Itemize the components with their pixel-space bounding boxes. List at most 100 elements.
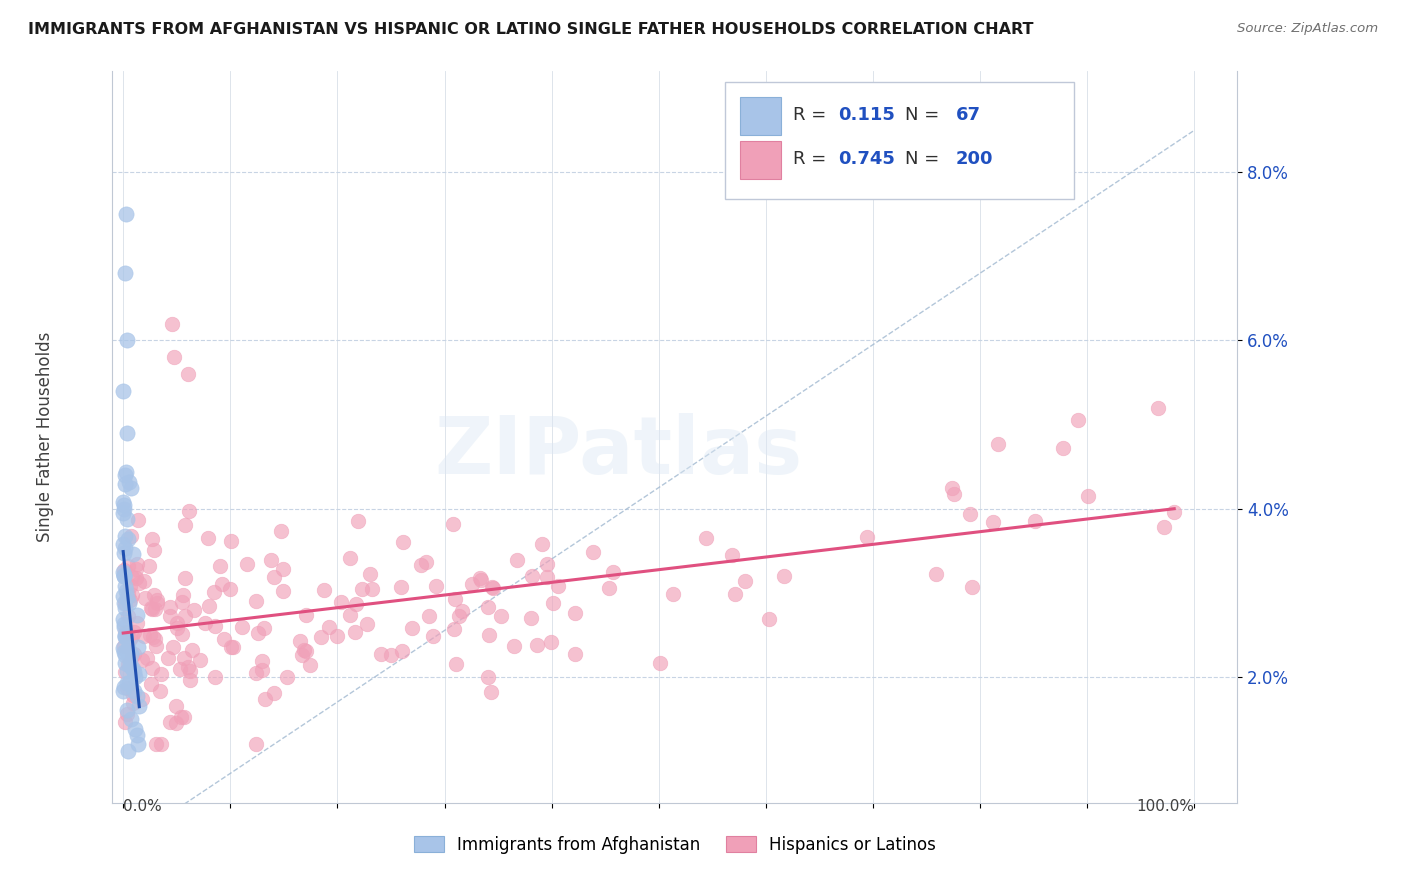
Point <box>112 506 135 520</box>
Point <box>468 571 491 585</box>
Point <box>114 639 136 653</box>
Point <box>219 582 242 597</box>
Point <box>112 612 135 626</box>
Point <box>425 579 447 593</box>
Point <box>253 691 276 706</box>
Point <box>127 512 149 526</box>
Point <box>114 476 136 491</box>
Point <box>120 656 142 670</box>
Point <box>112 568 135 582</box>
Point <box>1024 514 1046 528</box>
FancyBboxPatch shape <box>740 141 780 179</box>
Point <box>418 608 440 623</box>
Point <box>121 570 143 584</box>
Point <box>177 367 200 381</box>
Point <box>143 632 166 646</box>
Point <box>115 706 138 721</box>
Point <box>650 657 672 671</box>
Point <box>112 569 135 583</box>
Point <box>222 640 245 654</box>
Point <box>1147 401 1170 416</box>
Point <box>520 611 543 625</box>
Point <box>294 643 316 657</box>
Text: 67: 67 <box>956 106 981 124</box>
Point <box>131 691 153 706</box>
Point <box>117 703 139 717</box>
Point <box>536 570 558 584</box>
Point <box>149 684 172 698</box>
Point <box>132 629 155 643</box>
FancyBboxPatch shape <box>740 97 780 135</box>
Point <box>695 532 717 546</box>
Point <box>121 662 143 676</box>
Point <box>370 647 392 661</box>
Point <box>522 569 544 583</box>
Point <box>943 487 966 501</box>
Point <box>198 599 221 614</box>
Point <box>981 516 1004 530</box>
Point <box>582 545 605 559</box>
Point <box>136 651 159 665</box>
Point <box>118 676 141 690</box>
Point <box>146 593 169 607</box>
Point <box>115 583 138 598</box>
Legend: Immigrants from Afghanistan, Hispanics or Latinos: Immigrants from Afghanistan, Hispanics o… <box>408 829 942 860</box>
Point <box>127 737 149 751</box>
Text: IMMIGRANTS FROM AFGHANISTAN VS HISPANIC OR LATINO SINGLE FATHER HOUSEHOLDS CORRE: IMMIGRANTS FROM AFGHANISTAN VS HISPANIC … <box>28 22 1033 37</box>
Point <box>112 501 135 516</box>
Point <box>179 673 201 688</box>
Point <box>309 631 332 645</box>
Point <box>276 670 298 684</box>
Point <box>202 584 225 599</box>
Point <box>489 609 512 624</box>
Text: ZIPatlas: ZIPatlas <box>434 413 803 491</box>
Point <box>114 541 136 555</box>
Point <box>197 531 219 545</box>
Point <box>124 625 146 640</box>
Point <box>444 592 467 607</box>
Point <box>271 562 294 576</box>
Point <box>173 517 195 532</box>
Point <box>112 681 135 695</box>
Point <box>260 553 283 567</box>
FancyBboxPatch shape <box>725 82 1074 200</box>
Point <box>188 653 211 667</box>
Point <box>125 571 148 585</box>
Point <box>114 665 136 680</box>
Point <box>391 644 413 658</box>
Point <box>117 681 139 696</box>
Point <box>172 627 194 641</box>
Point <box>127 616 149 631</box>
Point <box>422 629 444 643</box>
Point <box>177 504 200 518</box>
Text: R =: R = <box>793 106 832 124</box>
Point <box>446 657 468 672</box>
Point <box>173 710 195 724</box>
Point <box>235 557 257 571</box>
Point <box>183 603 205 617</box>
Text: 0.115: 0.115 <box>838 106 894 124</box>
Point <box>121 629 143 643</box>
Point <box>114 628 136 642</box>
Point <box>288 634 311 648</box>
Point <box>318 620 340 634</box>
Point <box>263 569 285 583</box>
Point <box>125 562 148 576</box>
Point <box>112 620 135 634</box>
Point <box>245 737 267 751</box>
Point <box>114 629 136 643</box>
Point <box>1077 489 1099 503</box>
Point <box>134 574 156 588</box>
Point <box>143 602 166 616</box>
Point <box>536 557 558 571</box>
Point <box>159 714 181 729</box>
Point <box>117 533 139 547</box>
Point <box>209 558 232 573</box>
Point <box>176 659 198 673</box>
Point <box>112 590 135 604</box>
Point <box>204 670 226 684</box>
Point <box>114 648 136 663</box>
Point <box>112 641 135 656</box>
Point <box>169 662 191 676</box>
Point <box>326 629 349 643</box>
